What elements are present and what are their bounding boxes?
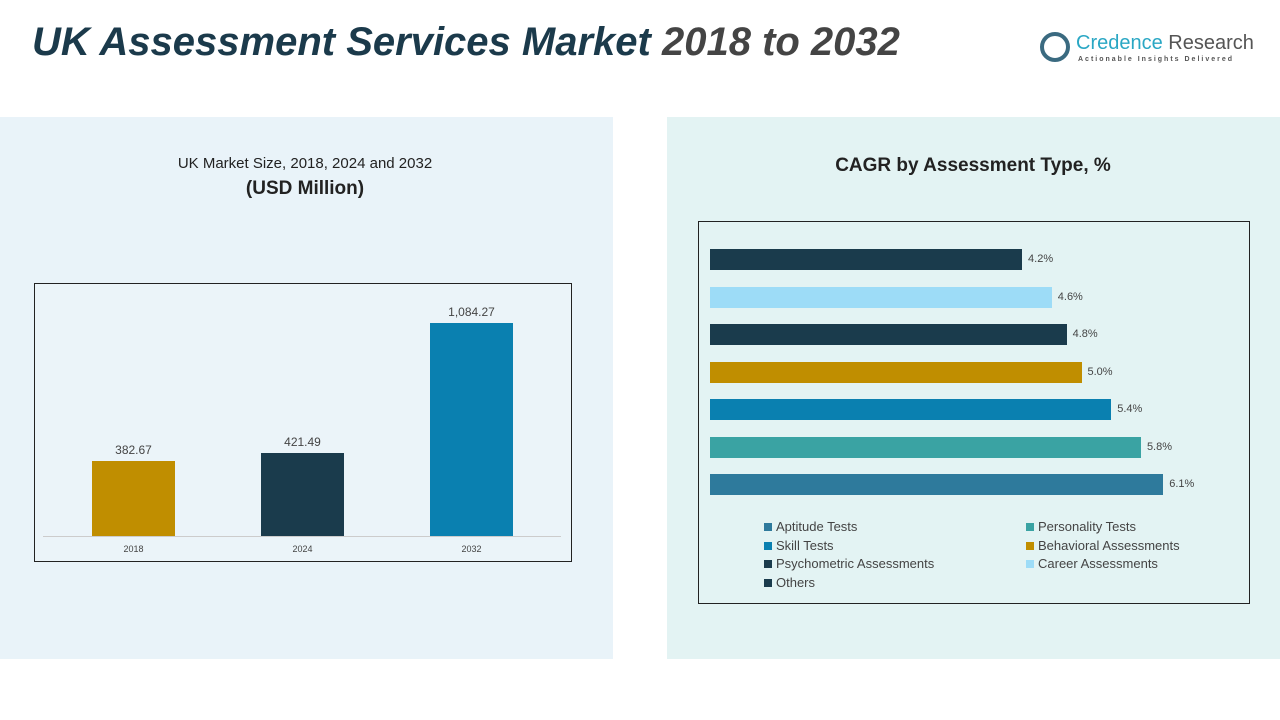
legend-item: Others [764,575,815,590]
data-label: 421.49 [284,435,321,450]
bar-behavioral-assessments [710,361,1082,383]
x-tick-label: 2024 [292,544,313,554]
credence-research-logo: Credence Research Actionable Insights De… [1040,30,1260,70]
legend-label: Career Assessments [1038,556,1158,571]
legend-item: Personality Tests [1026,519,1136,534]
legend-swatch [764,541,772,550]
logo-chart-icon [1040,32,1070,62]
market-size-title: UK Market Size, 2018, 2024 and 2032 [177,155,433,172]
logo-name: Credence Research [1076,32,1254,55]
cagr-chart: 4.2% 4.6% 4.8% 5.0% 5.4% 5.8% 6.1% Aptitude Tes… [698,221,1250,604]
legend-item: Career Assessments [1026,556,1158,571]
data-label: 5.4% [1117,403,1143,415]
legend-item: Psychometric Assessments [764,556,934,571]
bar-skill-tests [710,399,1112,420]
legend-swatch [1026,523,1034,531]
bar-psychometric-assessments [710,324,1067,345]
data-label: 5.8% [1146,440,1173,453]
bar-2018 [92,460,175,536]
market-size-chart: 382.67 2018 421.49 2024 1,084.27 2032 [34,283,572,562]
legend-label: Others [776,574,816,590]
legend-swatch [1026,560,1034,568]
legend-swatch [764,523,772,531]
cagr-title: CAGR by Assessment Type, % [835,155,1111,176]
data-label: 6.1% [1169,478,1195,490]
bar-others [710,249,1023,270]
legend-label: Skill Tests [776,537,834,553]
bar-2032 [430,323,513,536]
x-tick-label: 2018 [123,544,144,554]
bar-2024 [261,453,344,536]
legend-label: Aptitude Tests [776,519,858,534]
data-label: 5.0% [1087,365,1113,378]
bar-aptitude-tests [710,474,1164,495]
logo-name-2: Research [1162,32,1254,54]
legend-item: Behavioral Assessments [1026,538,1180,553]
legend-label: Behavioral Assessments [1038,537,1180,553]
cagr-panel [667,117,1280,659]
data-label: 4.8% [1072,328,1098,340]
data-label: 382.67 [115,442,152,457]
x-tick-label: 2032 [461,544,482,554]
logo-tagline: Actionable Insights Delivered [1078,56,1235,63]
legend-swatch [764,578,772,587]
legend-label: Psychometric Assessments [776,556,935,571]
legend-swatch [1026,541,1034,550]
market-size-subtitle: (USD Million) [245,178,365,199]
data-label: 1,084.27 [448,305,495,319]
legend-item: Skill Tests [764,538,834,553]
legend-label: Personality Tests [1038,519,1137,534]
x-axis-line [43,536,561,537]
bar-personality-tests [710,436,1141,458]
legend-item: Aptitude Tests [764,519,857,534]
page-title: UK Assessment Services Market 2018 to 20… [32,20,900,65]
title-main: UK Assessment Services Market [32,20,662,64]
title-years: 2018 to 2032 [661,20,900,64]
bar-career-assessments [710,286,1052,308]
legend-swatch [764,560,772,568]
logo-name-1: Credence [1076,32,1163,54]
data-label: 4.2% [1028,253,1054,265]
data-label: 4.6% [1057,290,1083,303]
